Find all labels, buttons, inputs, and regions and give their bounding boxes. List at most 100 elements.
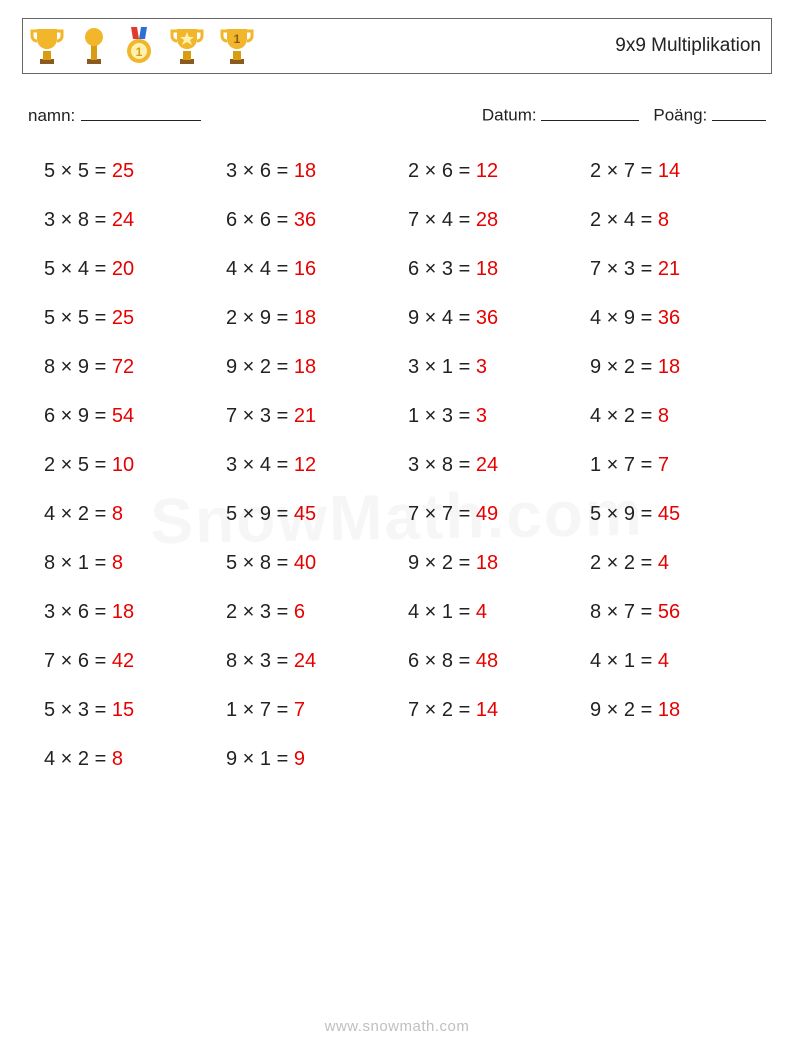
operand-b: 4 <box>260 258 271 280</box>
operand-b: 6 <box>78 601 89 623</box>
answer: 18 <box>658 356 680 378</box>
operand-b: 4 <box>78 258 89 280</box>
answer: 24 <box>112 209 134 231</box>
answer: 10 <box>112 454 134 476</box>
operand-b: 7 <box>624 454 635 476</box>
problem: 3 × 8 = 24 <box>44 209 226 232</box>
operand-b: 3 <box>624 258 635 280</box>
operand-a: 9 <box>226 356 237 378</box>
operand-b: 9 <box>260 503 271 525</box>
operand-a: 3 <box>408 454 419 476</box>
operand-a: 8 <box>226 650 237 672</box>
operand-a: 5 <box>226 503 237 525</box>
problem: 5 × 3 = 15 <box>44 699 226 722</box>
operand-a: 3 <box>408 356 419 378</box>
operand-b: 8 <box>260 552 271 574</box>
operand-a: 4 <box>408 601 419 623</box>
answer: 36 <box>658 307 680 329</box>
answer: 4 <box>658 552 669 574</box>
problem: 2 × 2 = 4 <box>590 552 772 575</box>
problem: 5 × 9 = 45 <box>226 503 408 526</box>
operand-b: 3 <box>78 699 89 721</box>
operand-b: 2 <box>78 748 89 770</box>
operand-a: 2 <box>590 209 601 231</box>
trophy-ball-icon <box>79 25 109 67</box>
operand-b: 6 <box>260 209 271 231</box>
operand-a: 4 <box>590 650 601 672</box>
operand-b: 8 <box>442 454 453 476</box>
problem: 9 × 2 = 18 <box>408 552 590 575</box>
answer: 7 <box>658 454 669 476</box>
problem: 1 × 3 = 3 <box>408 405 590 428</box>
problem: 7 × 3 = 21 <box>226 405 408 428</box>
answer: 18 <box>294 307 316 329</box>
operand-a: 9 <box>590 356 601 378</box>
operand-a: 8 <box>590 601 601 623</box>
problem: 6 × 8 = 48 <box>408 650 590 673</box>
problem: 2 × 6 = 12 <box>408 160 590 183</box>
operand-b: 6 <box>78 650 89 672</box>
operand-b: 3 <box>260 650 271 672</box>
name-blank[interactable] <box>81 102 201 121</box>
answer: 18 <box>112 601 134 623</box>
operand-b: 3 <box>260 405 271 427</box>
operand-a: 1 <box>590 454 601 476</box>
answer: 18 <box>658 699 680 721</box>
answer: 12 <box>476 160 498 182</box>
operand-b: 2 <box>624 552 635 574</box>
answer: 4 <box>658 650 669 672</box>
problem: 3 × 6 = 18 <box>226 160 408 183</box>
operand-a: 5 <box>44 258 55 280</box>
problem: 7 × 6 = 42 <box>44 650 226 673</box>
operand-a: 7 <box>590 258 601 280</box>
problem: 7 × 2 = 14 <box>408 699 590 722</box>
operand-b: 1 <box>78 552 89 574</box>
answer: 9 <box>294 748 305 770</box>
answer: 49 <box>476 503 498 525</box>
problem: 4 × 2 = 8 <box>44 748 226 771</box>
answer: 8 <box>112 503 123 525</box>
problem: 9 × 4 = 36 <box>408 307 590 330</box>
problem: 4 × 4 = 16 <box>226 258 408 281</box>
date-field: Datum: <box>482 102 640 126</box>
score-blank[interactable] <box>712 102 766 121</box>
operand-b: 5 <box>78 307 89 329</box>
date-label: Datum: <box>482 106 537 125</box>
problem: 7 × 4 = 28 <box>408 209 590 232</box>
problem: 9 × 2 = 18 <box>590 356 772 379</box>
operand-a: 9 <box>226 748 237 770</box>
operand-a: 1 <box>408 405 419 427</box>
operand-b: 8 <box>442 650 453 672</box>
answer: 21 <box>294 405 316 427</box>
problem: 8 × 1 = 8 <box>44 552 226 575</box>
operand-a: 1 <box>226 699 237 721</box>
date-blank[interactable] <box>541 102 639 121</box>
operand-a: 9 <box>408 307 419 329</box>
operand-b: 3 <box>260 601 271 623</box>
operand-a: 6 <box>226 209 237 231</box>
answer: 8 <box>112 552 123 574</box>
operand-b: 5 <box>78 160 89 182</box>
operand-a: 8 <box>44 356 55 378</box>
operand-b: 1 <box>442 601 453 623</box>
answer: 18 <box>476 552 498 574</box>
operand-b: 1 <box>260 748 271 770</box>
answer: 14 <box>476 699 498 721</box>
operand-b: 9 <box>260 307 271 329</box>
answer: 21 <box>658 258 680 280</box>
operand-a: 2 <box>226 601 237 623</box>
answer: 28 <box>476 209 498 231</box>
answer: 8 <box>112 748 123 770</box>
answer: 45 <box>294 503 316 525</box>
operand-b: 4 <box>260 454 271 476</box>
operand-b: 2 <box>260 356 271 378</box>
problem: 4 × 9 = 36 <box>590 307 772 330</box>
operand-b: 7 <box>624 601 635 623</box>
answer: 12 <box>294 454 316 476</box>
operand-a: 4 <box>44 503 55 525</box>
problem: 8 × 7 = 56 <box>590 601 772 624</box>
answer: 16 <box>294 258 316 280</box>
operand-a: 3 <box>44 601 55 623</box>
answer: 15 <box>112 699 134 721</box>
operand-a: 6 <box>408 258 419 280</box>
